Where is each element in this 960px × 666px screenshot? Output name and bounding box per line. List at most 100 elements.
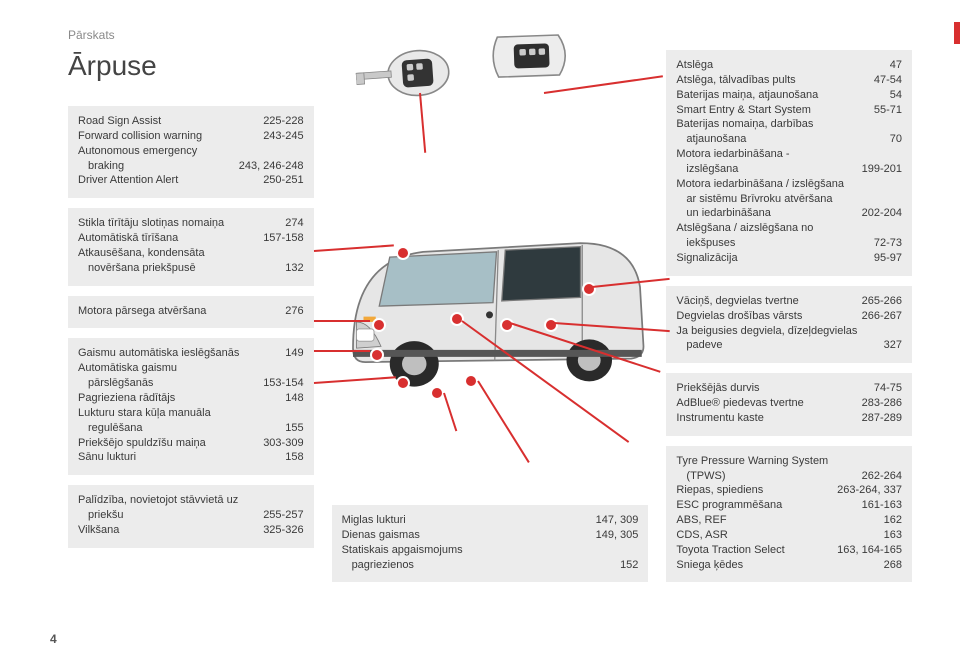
index-row: Stikla tīrītāju slotiņas nomaiņa274 — [78, 216, 304, 231]
index-row: Automātiskā tīrīšana157-158 — [78, 231, 304, 246]
index-label: Forward collision warning — [78, 129, 263, 144]
index-pages: 157-158 — [263, 231, 303, 246]
index-row: Instrumentu kaste287-289 — [676, 411, 902, 426]
callout-dot — [582, 282, 596, 296]
index-label: Atkausēšana, kondensāta — [78, 246, 304, 261]
index-row: CDS, ASR163 — [676, 528, 902, 543]
index-row: Priekšējās durvis74-75 — [676, 381, 902, 396]
index-row: braking243, 246-248 — [78, 159, 304, 174]
illustration — [332, 50, 649, 480]
index-label: iekšpuses — [676, 236, 873, 251]
index-row: Lukturu stara kūļa manuāla — [78, 406, 304, 421]
index-row: Atslēga47 — [676, 58, 902, 73]
index-row: AdBlue® piedevas tvertne283-286 — [676, 396, 902, 411]
index-label: AdBlue® piedevas tvertne — [676, 396, 861, 411]
index-row: pārslēgšanās153-154 — [78, 376, 304, 391]
mid-block-1: Miglas lukturi147, 309Dienas gaismas149,… — [332, 505, 649, 582]
index-row: (TPWS)262-264 — [676, 469, 902, 484]
index-label: padeve — [676, 338, 883, 353]
lead-line — [314, 350, 370, 352]
index-label: Riepas, spiediens — [676, 483, 837, 498]
index-row: padeve327 — [676, 338, 902, 353]
index-row: un iedarbināšana202-204 — [676, 206, 902, 221]
callout-dot — [544, 318, 558, 332]
index-pages: 327 — [884, 338, 902, 353]
index-label: Priekšējās durvis — [676, 381, 873, 396]
index-pages: 152 — [620, 558, 638, 573]
index-label: Sānu lukturi — [78, 450, 285, 465]
index-row: Automātiska gaismu — [78, 361, 304, 376]
index-row: ar sistēmu Brīvroku atvēršana — [676, 192, 902, 207]
index-row: regulēšana155 — [78, 421, 304, 436]
index-row: Tyre Pressure Warning System — [676, 454, 902, 469]
index-label: Smart Entry & Start System — [676, 103, 873, 118]
index-label: Vāciņš, degvielas tvertne — [676, 294, 861, 309]
col-left: Ārpuse Road Sign Assist225-228Forward co… — [68, 50, 314, 582]
right-block-1: Atslēga47Atslēga, tālvadības pults47-54B… — [666, 50, 912, 276]
index-row: Signalizācija95-97 — [676, 251, 902, 266]
index-label: Gaismu automātiska ieslēgšanās — [78, 346, 285, 361]
index-pages: 163, 164-165 — [837, 543, 902, 558]
index-pages: 47 — [890, 58, 902, 73]
index-row: Motora iedarbināšana - — [676, 147, 902, 162]
lead-line — [314, 320, 370, 322]
right-block-2: Vāciņš, degvielas tvertne265-266Degviela… — [666, 286, 912, 363]
index-label: izslēgšana — [676, 162, 861, 177]
index-row: izslēgšana199-201 — [676, 162, 902, 177]
index-pages: 325-326 — [263, 523, 303, 538]
index-pages: 266-267 — [862, 309, 902, 324]
index-label: Baterijas nomaiņa, darbības — [676, 117, 902, 132]
index-row: Dienas gaismas149, 305 — [342, 528, 639, 543]
index-label: Lukturu stara kūļa manuāla — [78, 406, 304, 421]
index-label: braking — [78, 159, 239, 174]
index-label: Motora iedarbināšana / izslēgšana — [676, 177, 902, 192]
index-pages: 163 — [884, 528, 902, 543]
callout-dot — [396, 376, 410, 390]
index-label: Atslēga, tālvadības pults — [676, 73, 873, 88]
index-pages: 149, 305 — [596, 528, 639, 543]
index-label: Vilkšana — [78, 523, 263, 538]
smartkey-icon — [481, 24, 579, 87]
index-label: ESC programmēšana — [676, 498, 861, 513]
callout-dot — [500, 318, 514, 332]
index-label: Automātiskā tīrīšana — [78, 231, 263, 246]
index-row: pagriezienos152 — [342, 558, 639, 573]
page-number: 4 — [50, 632, 57, 646]
index-row: Driver Attention Alert250-251 — [78, 173, 304, 188]
index-row: Statiskais apgaismojums — [342, 543, 639, 558]
van-illustration — [318, 190, 668, 410]
page-title: Ārpuse — [68, 50, 314, 82]
index-label: Toyota Traction Select — [676, 543, 837, 558]
index-pages: 148 — [285, 391, 303, 406]
index-label: Road Sign Assist — [78, 114, 263, 129]
index-row: Vilkšana325-326 — [78, 523, 304, 538]
index-row: Motora iedarbināšana / izslēgšana — [676, 177, 902, 192]
index-row: novēršana priekšpusē132 — [78, 261, 304, 276]
callout-dot — [464, 374, 478, 388]
callout-dot — [430, 386, 444, 400]
index-row: Vāciņš, degvielas tvertne265-266 — [676, 294, 902, 309]
index-pages: 276 — [285, 304, 303, 319]
index-pages: 225-228 — [263, 114, 303, 129]
index-pages: 72-73 — [874, 236, 902, 251]
index-pages: 250-251 — [263, 173, 303, 188]
index-pages: 162 — [884, 513, 902, 528]
index-label: CDS, ASR — [676, 528, 883, 543]
index-pages: 147, 309 — [596, 513, 639, 528]
left-block-3: Motora pārsega atvēršana276 — [68, 296, 314, 329]
col-mid: Miglas lukturi147, 309Dienas gaismas149,… — [332, 50, 649, 582]
index-label: Ja beigusies degviela, dīzeļdegvielas — [676, 324, 902, 339]
index-pages: 283-286 — [862, 396, 902, 411]
index-label: novēršana priekšpusē — [78, 261, 285, 276]
index-pages: 287-289 — [862, 411, 902, 426]
index-pages: 95-97 — [874, 251, 902, 266]
index-label: Statiskais apgaismojums — [342, 543, 639, 558]
index-row: atjaunošana70 — [676, 132, 902, 147]
index-row: Baterijas nomaiņa, darbības — [676, 117, 902, 132]
index-label: (TPWS) — [676, 469, 861, 484]
index-label: ABS, REF — [676, 513, 883, 528]
index-label: Palīdzība, novietojot stāvvietā uz — [78, 493, 304, 508]
left-block-4: Gaismu automātiska ieslēgšanās149Automāt… — [68, 338, 314, 475]
index-row: Sānu lukturi158 — [78, 450, 304, 465]
index-row: Atslēgšana / aizslēgšana no — [676, 221, 902, 236]
